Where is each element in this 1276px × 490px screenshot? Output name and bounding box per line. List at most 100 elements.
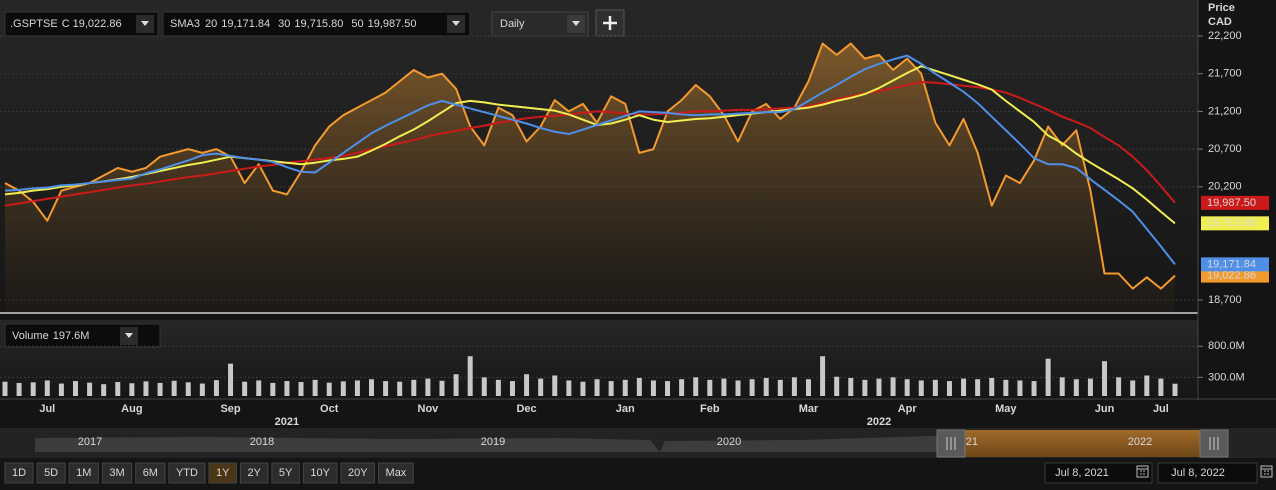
y-tick-label: 20,200: [1208, 181, 1242, 193]
volume-bar: [848, 377, 854, 396]
range-button-label: 1M: [76, 467, 91, 479]
range-button[interactable]: 5Y: [271, 462, 300, 484]
range-button[interactable]: 6M: [135, 462, 166, 484]
range-button-bg: [4, 462, 34, 484]
volume-bar: [1059, 377, 1065, 396]
x-year-label: 2021: [275, 416, 299, 428]
start-date: Jul 8, 2021: [1055, 467, 1109, 479]
range-button-bg: [36, 462, 66, 484]
legend-name: 50: [351, 18, 363, 30]
navigator-window[interactable]: [965, 430, 1200, 457]
range-button[interactable]: 1Y: [208, 462, 237, 484]
range-button-label: 1D: [12, 467, 26, 479]
interval-label: Daily: [500, 18, 525, 30]
volume-bar: [326, 382, 332, 396]
volume-bar: [834, 376, 840, 396]
value-box: [1201, 268, 1269, 283]
volume-bar: [467, 356, 473, 396]
value-label: 19,171.84: [1207, 258, 1256, 270]
sma-line: [4, 81, 1176, 207]
range-button[interactable]: 5D: [36, 462, 66, 484]
range-button[interactable]: 20Y: [340, 462, 376, 484]
range-button[interactable]: 10Y: [302, 462, 338, 484]
volume-bar: [1158, 378, 1164, 396]
navigator-year: 2020: [717, 436, 741, 448]
y-axis-unit: CAD: [1208, 16, 1232, 28]
volume-bar: [932, 379, 938, 396]
range-button[interactable]: YTD: [168, 462, 206, 484]
volume-bar: [580, 381, 586, 396]
range-button-bg: [340, 462, 376, 484]
volume-bar: [439, 380, 445, 396]
volume-bar: [87, 382, 93, 396]
volume-bar: [157, 382, 163, 396]
range-button-bg: [208, 462, 237, 484]
range-button[interactable]: 1D: [4, 462, 34, 484]
x-tick-label: Feb: [700, 403, 720, 415]
value-box: [1201, 216, 1269, 231]
plus-icon: [603, 16, 617, 30]
volume-bar: [115, 382, 121, 396]
volume-bar: [16, 382, 22, 396]
volume-bar: [199, 383, 205, 396]
volume-bar: [566, 380, 572, 396]
range-button-bg: [378, 462, 414, 484]
volume-bar: [101, 384, 107, 396]
price-line: [4, 42, 1176, 290]
range-button-bg: [135, 462, 166, 484]
start-date-input[interactable]: [1044, 462, 1153, 484]
volume-bar: [989, 377, 995, 396]
volume-bar: [890, 377, 896, 396]
calendar-icon[interactable]: [1136, 465, 1149, 478]
volume-bar: [1045, 358, 1051, 396]
dropdown-arrow: [572, 21, 580, 26]
volume-bar: [369, 379, 375, 396]
volume-bar: [763, 377, 769, 396]
legend-name: 20: [205, 18, 217, 30]
volume-bar: [1031, 381, 1037, 396]
volume-bar: [961, 378, 967, 396]
range-button-bg: [101, 462, 133, 484]
legend-symbol: .GSPTSE: [10, 18, 58, 30]
volume-bar: [665, 381, 671, 396]
volume-bar: [30, 382, 36, 396]
volume-bar: [1144, 375, 1150, 396]
range-button[interactable]: 2Y: [239, 462, 269, 484]
volume-bar: [340, 381, 346, 396]
range-button[interactable]: 1M: [68, 462, 99, 484]
volume-bar: [72, 381, 78, 396]
symbol-dropdown[interactable]: [4, 11, 159, 37]
volume-bar: [1130, 380, 1136, 396]
range-button-bg: [168, 462, 206, 484]
range-button-label: 10Y: [310, 467, 330, 479]
volume-bar: [524, 374, 530, 396]
volume-bar: [383, 381, 389, 396]
volume-bar: [143, 381, 149, 396]
volume-bar: [411, 379, 417, 396]
legend-price-code: C: [62, 18, 70, 30]
legend-value: 19,022.86: [73, 18, 122, 30]
handle-grip: [946, 437, 956, 450]
volume-bar: [509, 381, 515, 396]
volume-bar: [453, 374, 459, 396]
x-tick-label: Mar: [799, 403, 819, 415]
y-tick-label: 21,200: [1208, 105, 1242, 117]
x-tick-label: Sep: [220, 403, 240, 415]
price-area: [5, 43, 1175, 313]
volume-bar: [242, 381, 248, 396]
volume-bar: [1003, 379, 1009, 396]
legend-name: 30: [278, 18, 290, 30]
volume-bar: [2, 381, 8, 396]
range-button[interactable]: 3M: [101, 462, 133, 484]
volume-bar: [721, 378, 727, 396]
volume-bar: [862, 379, 868, 396]
calendar-icon[interactable]: [1260, 465, 1273, 478]
range-button[interactable]: Max: [378, 462, 414, 484]
end-date-input[interactable]: [1157, 462, 1258, 484]
volume-bar: [876, 378, 882, 396]
y-tick-label: 300.0M: [1208, 371, 1245, 383]
range-button-label: Max: [386, 467, 407, 479]
legend-indicator: SMA3: [170, 18, 200, 30]
range-button-bg: [239, 462, 269, 484]
volume-bar: [805, 379, 811, 396]
